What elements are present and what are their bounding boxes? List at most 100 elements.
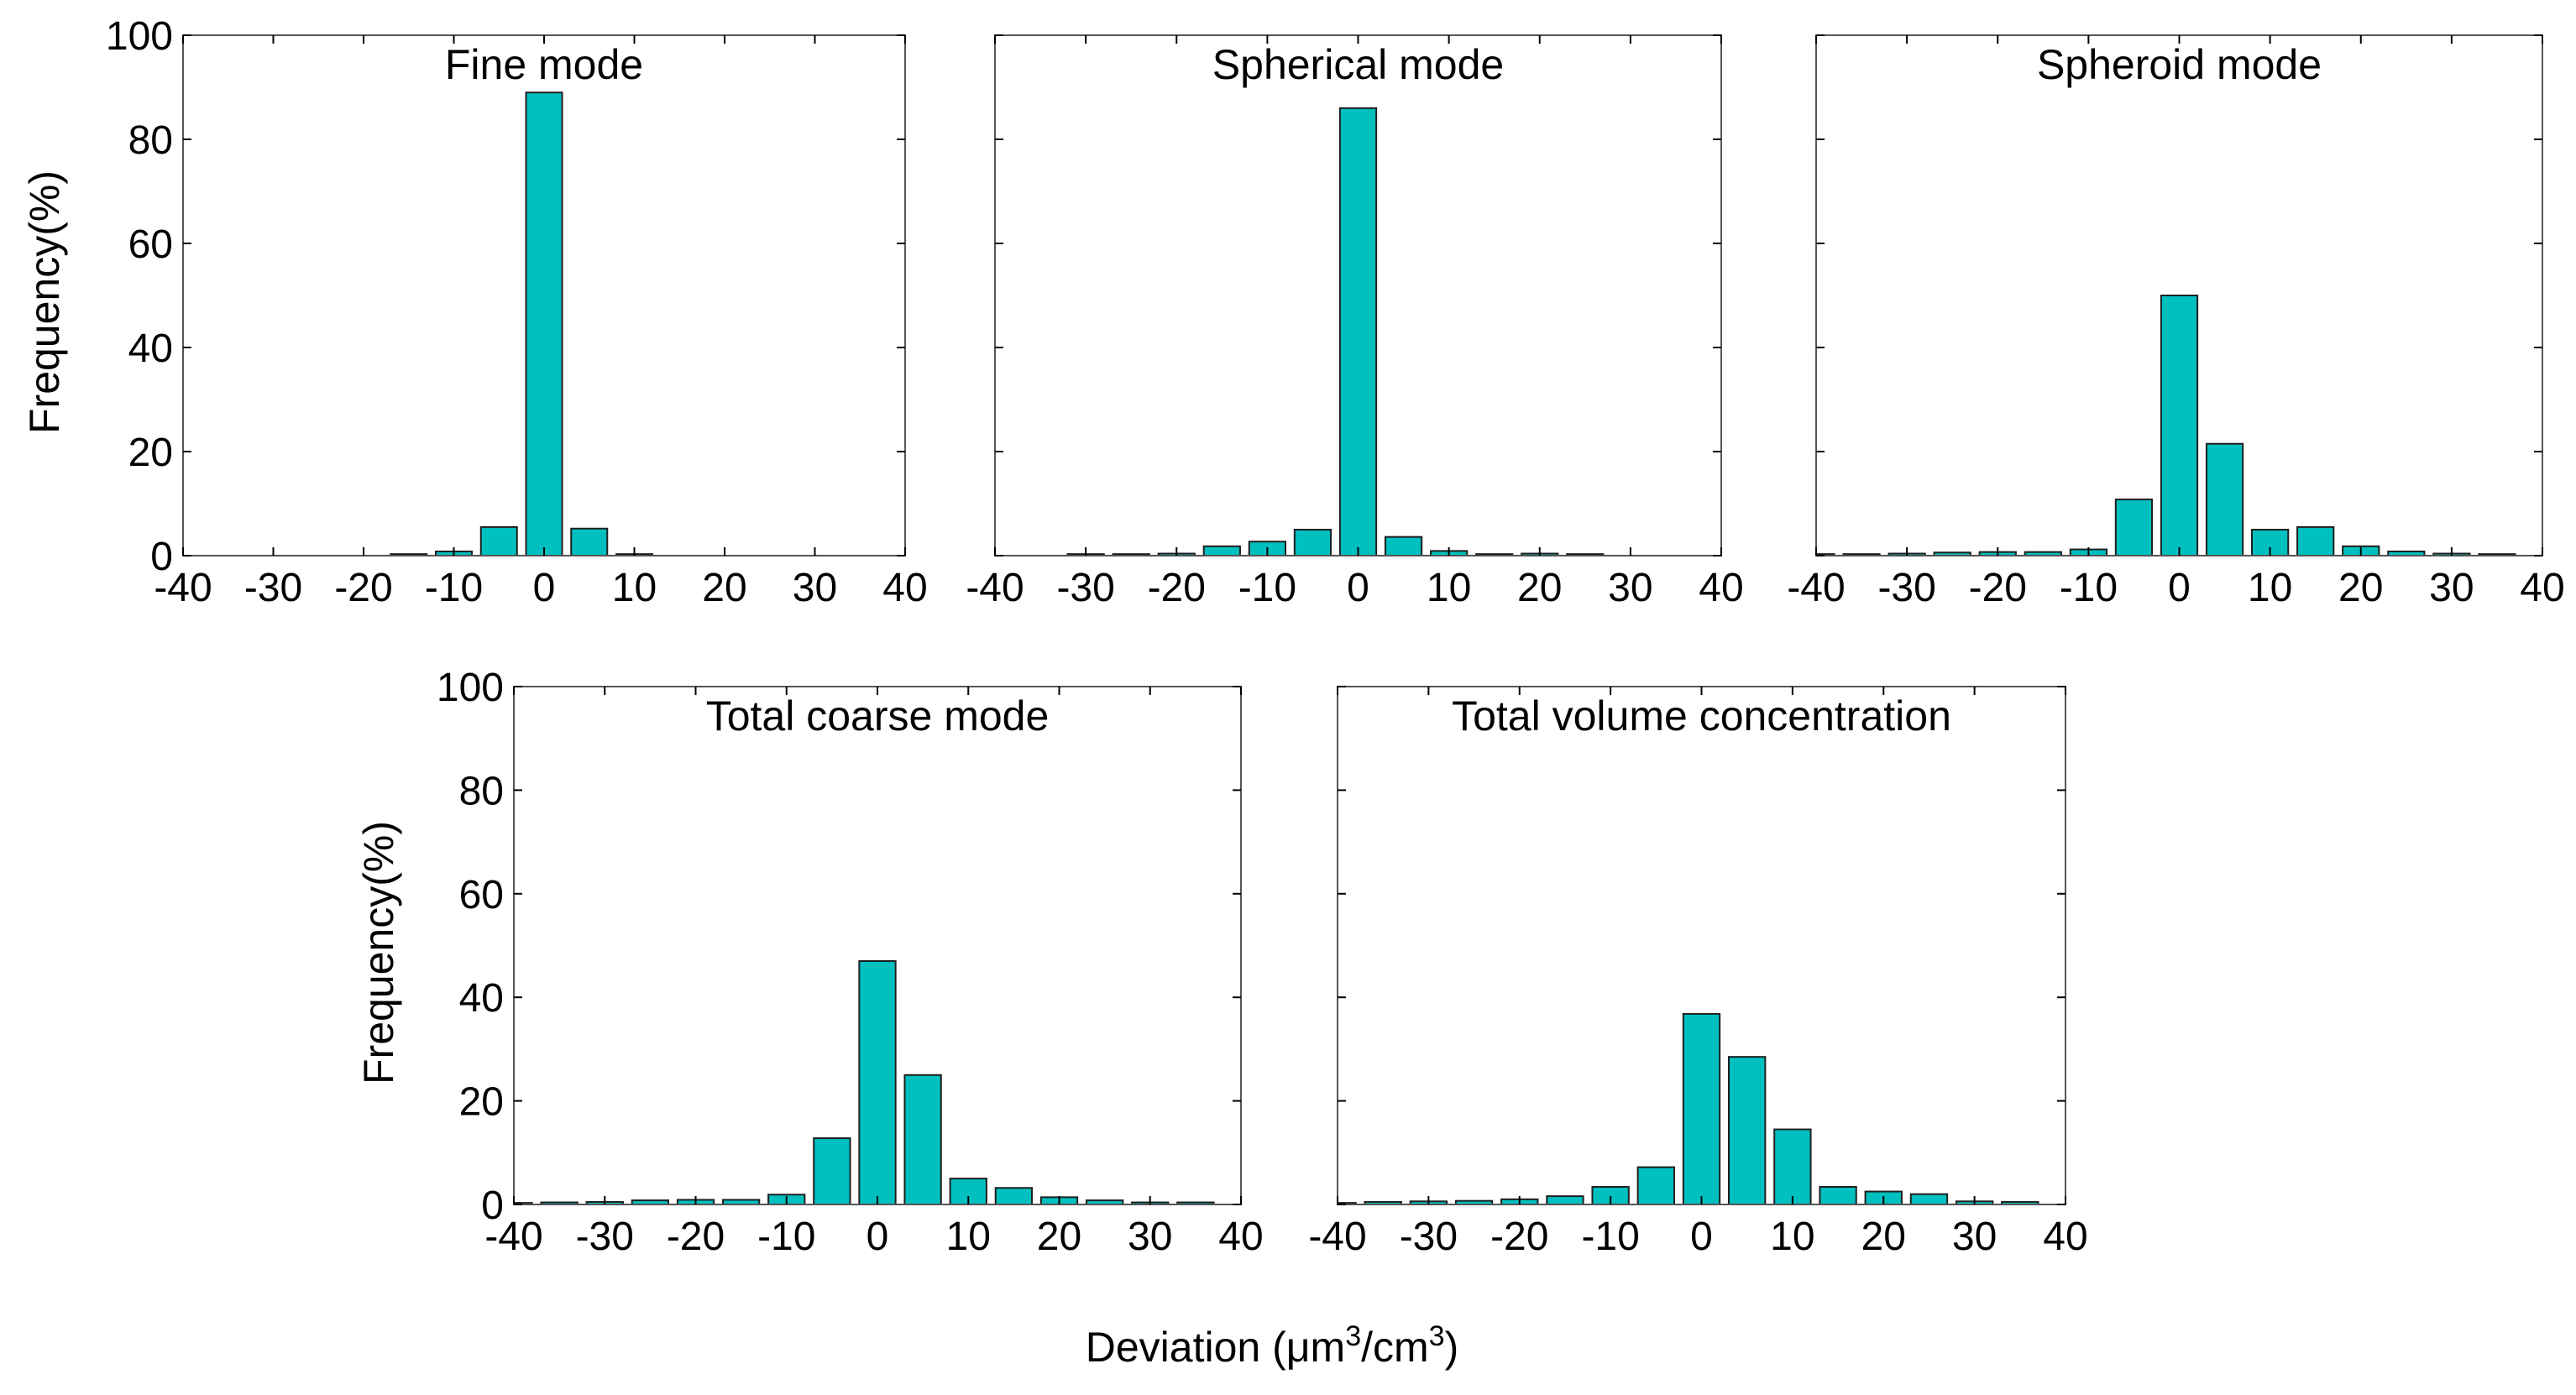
y-tick-label-0-1: 20	[128, 431, 173, 475]
y-tick-label-3-2: 40	[459, 976, 504, 1021]
bar-0-8	[570, 527, 609, 557]
panel-title-2: Spheroid mode	[2037, 41, 2322, 88]
x-tick-label-3-3: -10	[757, 1215, 815, 1259]
x-tick-label-0-2: -20	[334, 566, 392, 610]
x-axis-label-mu: μ	[1286, 1324, 1311, 1371]
x-tick-label-1-3: -10	[1238, 566, 1296, 610]
x-tick-label-0-0: -40	[154, 566, 212, 610]
x-tick-label-4-2: -20	[1490, 1215, 1548, 1259]
y-axis-label-bottom-row: Frequency(%)	[355, 821, 402, 1084]
x-axis-label-main: Deviation (	[1086, 1324, 1286, 1371]
x-tick-label-4-5: 10	[1770, 1215, 1814, 1259]
x-tick-label-3-0: -40	[484, 1215, 542, 1259]
x-tick-label-2-2: -20	[1969, 566, 2027, 610]
y-tick-label-0-2: 40	[128, 327, 173, 371]
x-tick-label-4-3: -10	[1581, 1215, 1639, 1259]
x-tick-label-3-5: 10	[946, 1215, 991, 1259]
bar-1-4	[1202, 545, 1241, 557]
x-tick-label-1-8: 40	[1699, 566, 1743, 610]
y-tick-label-0-4: 80	[128, 118, 173, 163]
x-tick-label-1-2: -20	[1148, 566, 1206, 610]
x-tick-label-2-8: 40	[2520, 566, 2564, 610]
panel-total-volume-concentration: Total volume concentration -40 -30 -20 -10 0 1…	[1308, 686, 2088, 1259]
x-tick-label-0-3: -10	[425, 566, 483, 610]
bar-4-13	[1909, 1193, 1949, 1206]
y-tick-label-0-5: 100	[106, 14, 173, 59]
x-tick-label-1-7: 30	[1608, 566, 1652, 610]
x-tick-label-3-8: 40	[1218, 1215, 1263, 1259]
x-tick-label-4-4: 0	[1690, 1215, 1713, 1259]
bar-2-8	[2160, 295, 2199, 556]
bar-2-11	[2296, 525, 2335, 557]
x-tick-label-3-4: 0	[867, 1215, 889, 1259]
bar-1-6	[1293, 529, 1333, 556]
y-tick-label-3-4: 80	[459, 769, 504, 813]
x-axis-label: Deviation (μm3/cm3)	[1086, 1320, 1459, 1371]
x-tick-label-2-5: 10	[2248, 566, 2292, 610]
x-tick-label-2-6: 20	[2338, 566, 2383, 610]
x-tick-label-0-1: -30	[244, 566, 302, 610]
panel-title-3: Total coarse mode	[706, 692, 1050, 739]
x-tick-label-1-0: -40	[966, 566, 1024, 610]
bar-3-8	[858, 960, 897, 1205]
y-tick-label-0-3: 60	[128, 222, 173, 267]
bar-4-10	[1773, 1128, 1812, 1206]
y-tick-label-0-0: 0	[150, 535, 173, 579]
x-tick-label-2-4: 0	[2168, 566, 2191, 610]
x-tick-label-1-5: 10	[1427, 566, 1471, 610]
bar-4-8	[1682, 1012, 1721, 1205]
x-tick-label-0-7: 30	[793, 566, 837, 610]
x-tick-label-0-6: 20	[702, 566, 746, 610]
x-tick-label-4-8: 40	[2043, 1215, 2087, 1259]
y-axis-label-top-row: Frequency(%)	[21, 170, 68, 434]
x-axis-label-exp2: 3	[1429, 1320, 1445, 1352]
panel-total-coarse-mode: Total coarse mode -40 -30 -20 -10 0 10 20 30 40 0 2…	[437, 666, 1264, 1259]
x-tick-label-0-5: 10	[612, 566, 657, 610]
bar-3-9	[903, 1074, 942, 1205]
bar-3-7	[813, 1137, 851, 1206]
bar-4-7	[1636, 1166, 1675, 1206]
x-tick-label-2-1: -30	[1877, 566, 1935, 610]
x-tick-label-0-4: 0	[533, 566, 556, 610]
x-tick-label-3-7: 30	[1128, 1215, 1172, 1259]
x-tick-label-4-6: 20	[1861, 1215, 1906, 1259]
x-axis-label-close: )	[1445, 1324, 1459, 1371]
panel-fine-mode: Fine mode -40 -30 -20 -10 0 10 20 30 40 0 20 40 60 80 1…	[106, 14, 928, 610]
y-tick-label-3-5: 100	[437, 666, 504, 710]
bar-2-9	[2205, 442, 2244, 557]
x-tick-label-4-1: -30	[1400, 1215, 1458, 1259]
x-tick-label-3-6: 20	[1037, 1215, 1081, 1259]
bar-3-11	[994, 1187, 1034, 1205]
bar-4-5	[1546, 1195, 1584, 1206]
y-tick-label-3-3: 60	[459, 873, 504, 917]
bar-4-11	[1819, 1186, 1857, 1205]
panel-spherical-mode: Spherical mode -40 -30 -20 -10 0 10 20 30 40	[966, 34, 1744, 610]
x-tick-label-1-4: 0	[1347, 566, 1369, 610]
bar-0-7	[525, 91, 563, 556]
bar-0-6	[479, 525, 518, 557]
x-axis-label-m: m	[1311, 1324, 1346, 1371]
bar-4-9	[1728, 1056, 1767, 1206]
x-tick-label-3-2: -20	[667, 1215, 725, 1259]
x-tick-label-1-1: -30	[1056, 566, 1114, 610]
x-tick-label-4-0: -40	[1308, 1215, 1366, 1259]
panel-spheroid-mode: Spheroid mode -40 -30 -20 -10 0 10 20 30 40	[1787, 34, 2565, 610]
bar-2-7	[2114, 499, 2154, 556]
x-tick-label-2-0: -40	[1787, 566, 1845, 610]
panel-title-0: Fine mode	[445, 41, 643, 88]
x-axis-label-exp1: 3	[1345, 1320, 1361, 1352]
x-tick-label-1-6: 20	[1517, 566, 1562, 610]
bar-1-7	[1338, 107, 1378, 557]
x-tick-label-2-7: 30	[2429, 566, 2474, 610]
x-tick-label-3-1: -30	[576, 1215, 634, 1259]
x-tick-label-2-3: -10	[2060, 566, 2118, 610]
x-axis-label-slash: /cm	[1361, 1324, 1429, 1371]
y-tick-label-3-1: 20	[459, 1080, 504, 1125]
panel-title-4: Total volume concentration	[1452, 692, 1951, 739]
x-tick-label-0-8: 40	[882, 566, 927, 610]
y-tick-label-3-0: 0	[481, 1183, 504, 1228]
x-tick-label-4-7: 30	[1952, 1215, 1997, 1259]
bar-1-8	[1384, 536, 1423, 556]
panel-title-1: Spherical mode	[1212, 41, 1504, 88]
